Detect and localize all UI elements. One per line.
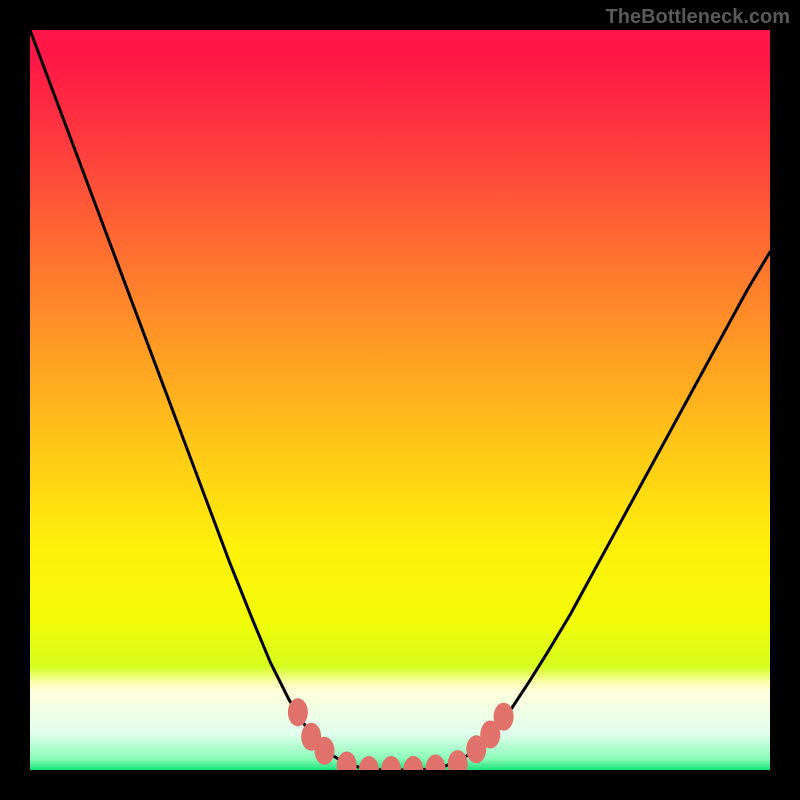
chart-background <box>30 30 770 770</box>
bottleneck-chart <box>30 30 770 770</box>
curve-marker <box>288 698 308 726</box>
curve-marker <box>315 737 335 765</box>
watermark-text: TheBottleneck.com <box>606 6 790 29</box>
chart-container <box>30 30 770 770</box>
curve-marker <box>494 703 514 731</box>
